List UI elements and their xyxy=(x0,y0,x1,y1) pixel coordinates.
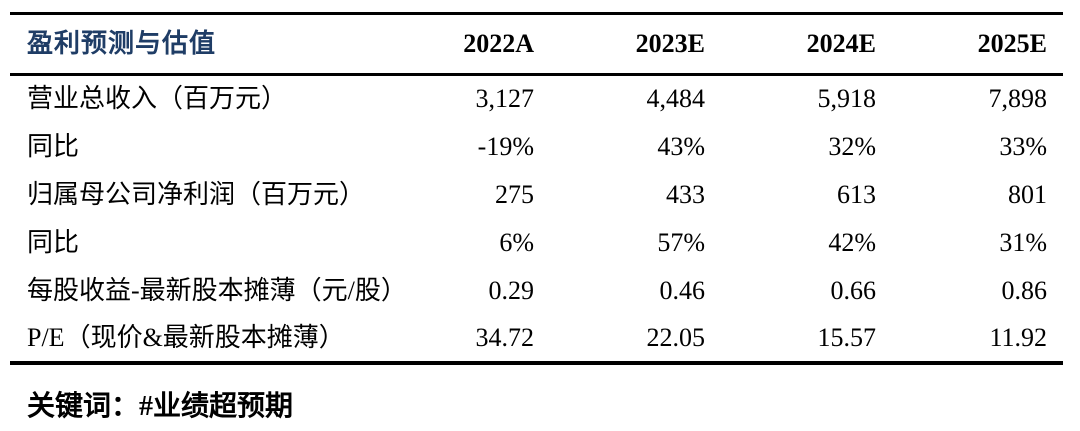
table-row: 同比 6% 57% 42% 31% xyxy=(10,219,1063,267)
cell-value: 0.86 xyxy=(1001,275,1048,305)
column-header-2024e: 2024E xyxy=(806,29,876,58)
row-label: 营业总收入（百万元） xyxy=(27,84,288,114)
cell-value: 57% xyxy=(657,227,705,257)
cell-value: 3,127 xyxy=(475,84,535,114)
table-row: P/E（现价&最新股本摊薄） 34.72 22.05 15.57 11.92 xyxy=(10,315,1063,363)
cell-value: 0.66 xyxy=(830,275,877,305)
keyword-hashtag: #业绩超预期 xyxy=(139,391,294,422)
row-label: 每股收益-最新股本摊薄（元/股） xyxy=(27,275,407,305)
cell-value: 34.72 xyxy=(475,322,535,352)
table-row: 营业总收入（百万元） 3,127 4,484 5,918 7,898 xyxy=(10,75,1063,123)
earnings-forecast-table: 盈利预测与估值 2022A 2023E 2024E 2025E 营业总收入（百万… xyxy=(10,12,1063,365)
table-title: 盈利预测与估值 xyxy=(27,29,217,58)
row-label: 同比 xyxy=(27,227,80,257)
cell-value: 613 xyxy=(837,179,876,209)
table-row: 每股收益-最新股本摊薄（元/股） 0.29 0.46 0.66 0.86 xyxy=(10,267,1063,315)
cell-value: 33% xyxy=(999,131,1047,161)
cell-value: 6% xyxy=(499,227,534,257)
row-label: 同比 xyxy=(27,131,80,161)
row-label: P/E（现价&最新股本摊薄） xyxy=(27,322,345,352)
cell-value: 0.46 xyxy=(659,275,706,305)
cell-value: 433 xyxy=(666,179,705,209)
keyword-label: 关键词： xyxy=(27,391,140,422)
column-header-2023e: 2023E xyxy=(635,29,705,58)
cell-value: 43% xyxy=(657,131,705,161)
cell-value: 7,898 xyxy=(988,84,1048,114)
column-header-2022a: 2022A xyxy=(463,29,534,58)
cell-value: 0.29 xyxy=(488,275,535,305)
cell-value: 22.05 xyxy=(646,322,706,352)
row-label: 归属母公司净利润（百万元） xyxy=(27,179,366,209)
cell-value: 32% xyxy=(828,131,876,161)
cell-value: -19% xyxy=(477,131,534,161)
keyword-line: 关键词：#业绩超预期 xyxy=(27,384,293,424)
cell-value: 4,484 xyxy=(646,84,706,114)
cell-value: 11.92 xyxy=(989,322,1047,352)
cell-value: 801 xyxy=(1008,179,1047,209)
column-header-2025e: 2025E xyxy=(977,29,1047,58)
cell-value: 42% xyxy=(828,227,876,257)
cell-value: 15.57 xyxy=(817,322,877,352)
cell-value: 275 xyxy=(495,179,534,209)
table-header-row: 盈利预测与估值 2022A 2023E 2024E 2025E xyxy=(10,14,1063,75)
cell-value: 31% xyxy=(999,227,1047,257)
table-row: 归属母公司净利润（百万元） 275 433 613 801 xyxy=(10,171,1063,219)
cell-value: 5,918 xyxy=(817,84,877,114)
table-row: 同比 -19% 43% 32% 33% xyxy=(10,123,1063,171)
